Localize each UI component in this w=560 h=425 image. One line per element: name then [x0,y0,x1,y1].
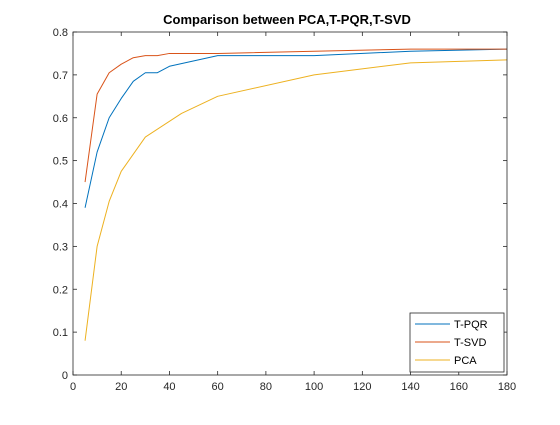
x-tick-label: 80 [260,381,272,393]
x-tick-label: 0 [70,381,76,393]
y-tick-label: 0.3 [53,241,68,253]
y-tick-label: 0.4 [53,199,68,211]
legend-label: T-SVD [454,337,486,349]
x-tick-label: 180 [498,381,516,393]
x-tick-label: 120 [353,381,371,393]
x-tick-label: 140 [401,381,419,393]
y-tick-label: 0.2 [53,284,68,296]
series-line-t-svd [84,48,507,183]
x-tick-label: 160 [450,381,468,393]
legend: T-PQR T-SVD PCA [409,312,505,373]
series-line-pca [84,59,508,341]
legend-label: T-PQR [454,319,488,331]
x-tick-label: 100 [305,381,323,393]
y-tick-label: 0 [62,370,68,382]
x-tick-label: 20 [115,381,127,393]
y-tick-label: 0.5 [53,156,68,168]
axes: 0 20 40 60 80 100 120 140 160 180 0 0.1 0.2 0.3 0.4 0.5… [53,27,516,393]
series-line-t-pqr [84,48,508,208]
plot-area [84,48,508,341]
legend-label: PCA [454,355,477,367]
y-tick-label: 0.6 [53,113,68,125]
y-tick-label: 0.1 [53,327,68,339]
chart-title: Comparison between PCA,T-PQR,T-SVD [163,12,411,27]
x-tick-label: 60 [212,381,224,393]
x-tick-label: 40 [163,381,175,393]
y-tick-label: 0.7 [53,70,68,82]
y-tick-label: 0.8 [53,27,68,39]
